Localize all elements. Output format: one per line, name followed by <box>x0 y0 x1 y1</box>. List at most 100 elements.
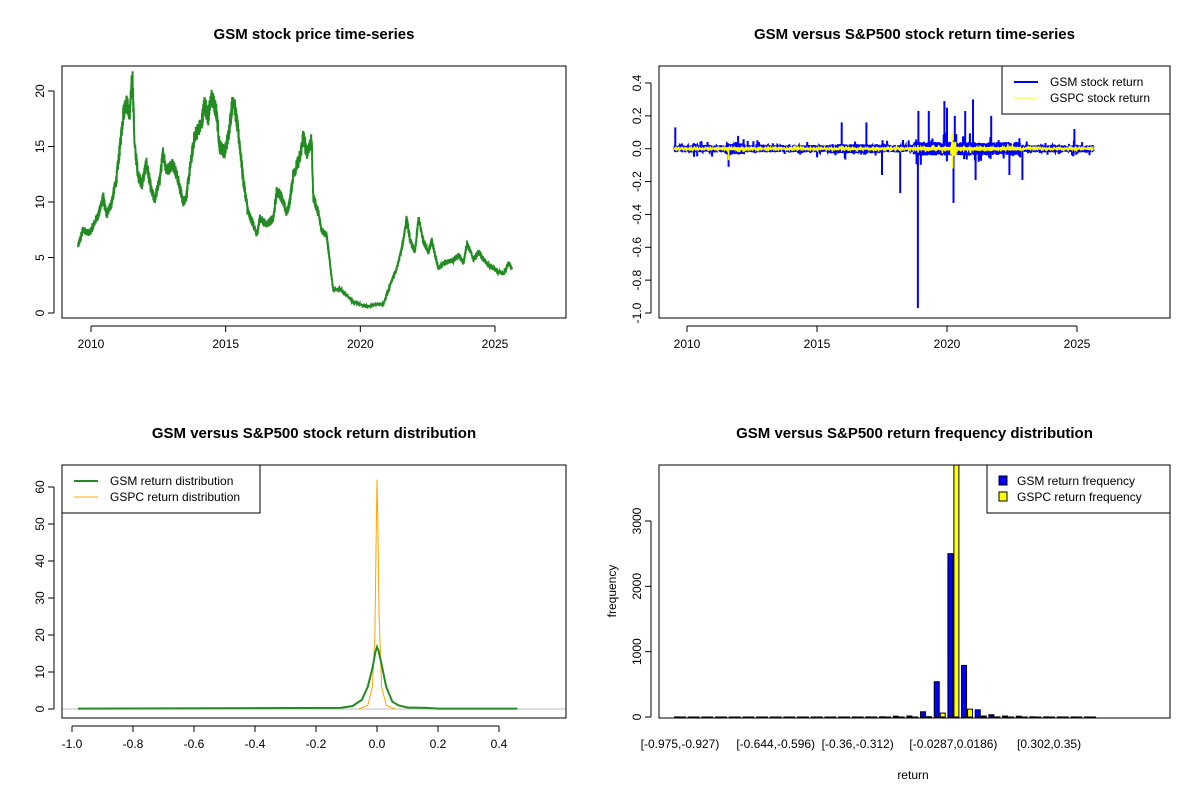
x-tick-label: -0.4 <box>245 737 266 751</box>
gspc-frequency-bar <box>871 716 878 718</box>
plot-box <box>61 65 567 319</box>
x-tick-label: 2020 <box>934 337 961 351</box>
panel-3: GSM versus S&P500 stock return distribut… <box>33 425 567 751</box>
x-axis-label: return <box>897 768 928 782</box>
gspc-frequency-bar <box>721 716 728 718</box>
gspc-frequency-bar <box>775 716 782 718</box>
gsm-frequency-bar <box>961 664 968 718</box>
y-tick-label: 40 <box>33 554 47 568</box>
gspc-frequency-bar <box>1035 716 1042 718</box>
gsm-frequency-bar <box>1015 715 1022 718</box>
gspc-frequency-bar <box>994 716 1001 718</box>
gsm-frequency-bar <box>1056 716 1063 718</box>
gspc-frequency-bar <box>1076 716 1083 718</box>
chart-title: GSM versus S&P500 stock return time-seri… <box>754 26 1075 43</box>
y-tick-label: 30 <box>33 591 47 605</box>
x-tick-label: 2025 <box>1064 337 1091 351</box>
gspc-frequency-bar <box>980 715 987 718</box>
gspc-frequency-bar <box>1008 716 1015 718</box>
gspc-frequency-bar <box>707 716 714 718</box>
price-line <box>77 71 513 310</box>
gspc-frequency-bar <box>762 716 769 718</box>
x-category-label: [-0.644,-0.596) <box>736 737 815 751</box>
gsm-frequency-bar <box>824 716 831 718</box>
gsm-frequency-bar <box>892 715 899 718</box>
y-tick-label: 10 <box>33 195 47 209</box>
gsm-frequency-bar <box>810 716 817 718</box>
y-tick-label: 3000 <box>630 507 644 534</box>
gspc-frequency-bar <box>1062 716 1069 718</box>
chart-title: GSM stock price time-series <box>214 26 415 43</box>
gsm-frequency-bar <box>674 716 680 718</box>
panel-2: GSM versus S&P500 stock return time-seri… <box>630 26 1171 351</box>
plot-box <box>658 65 1171 319</box>
gsm-frequency-bar <box>1029 716 1036 718</box>
legend-label: GSM stock return <box>1050 75 1143 89</box>
gspc-frequency-bar <box>926 716 933 718</box>
x-tick-label: 0.4 <box>491 737 508 751</box>
y-tick-label: 0.0 <box>630 140 644 157</box>
gsm-frequency-bar <box>947 553 954 718</box>
x-tick-label: 2015 <box>804 337 831 351</box>
gsm-frequency-bar <box>865 716 872 718</box>
gspc-density-line <box>358 479 396 710</box>
y-axis-label: frequency <box>605 565 619 618</box>
gspc-frequency-bar <box>953 465 960 718</box>
gsm-frequency-bar <box>838 716 845 718</box>
gsm-frequency-bar <box>728 716 735 718</box>
gsm-density-line <box>78 643 518 710</box>
x-category-label: [0.302,0.35) <box>1017 737 1081 751</box>
gspc-frequency-bar <box>789 716 796 718</box>
legend-box <box>986 464 1171 514</box>
legend-box <box>61 464 261 514</box>
gsm-frequency-bar <box>933 681 940 718</box>
y-tick-label: 5 <box>33 254 47 261</box>
x-tick-label: -0.8 <box>123 737 144 751</box>
gspc-frequency-bar <box>830 716 837 718</box>
y-tick-label: 0 <box>33 705 47 712</box>
plot-box <box>658 464 1171 719</box>
legend-swatch <box>998 475 1008 486</box>
gspc-frequency-bar <box>816 716 823 718</box>
gsm-frequency-bar <box>769 716 776 718</box>
x-tick-label: -1.0 <box>62 737 83 751</box>
legend-label: GSM return distribution <box>110 474 233 488</box>
y-tick-label: -0.8 <box>630 269 644 290</box>
x-tick-label: 2010 <box>674 337 701 351</box>
gspc-frequency-bar <box>748 716 755 718</box>
y-tick-label: -1.0 <box>630 302 644 323</box>
gsm-frequency-bar <box>1043 716 1050 718</box>
gspc-frequency-bar <box>734 716 741 718</box>
y-tick-label: 0.4 <box>630 74 644 91</box>
gsm-frequency-bar <box>988 714 995 718</box>
x-tick-label: 2015 <box>212 337 239 351</box>
gsm-frequency-bar <box>797 716 804 718</box>
x-tick-label: 2020 <box>347 337 374 351</box>
gsm-frequency-bar <box>879 716 886 718</box>
panel-4: GSM versus S&P500 return frequency distr… <box>605 425 1171 782</box>
gspc-frequency-bar <box>680 716 686 718</box>
gspc-frequency-bar <box>803 716 810 718</box>
y-tick-label: 15 <box>33 140 47 154</box>
legend-swatch <box>998 491 1008 502</box>
gsm-frequency-bar <box>851 716 858 718</box>
x-tick-label: 0.0 <box>369 737 386 751</box>
legend-label: GSM return frequency <box>1017 474 1135 488</box>
x-category-label: [-0.975,-0.927) <box>641 737 720 751</box>
legend-label: GSPC return distribution <box>110 490 240 504</box>
gspc-frequency-bar <box>898 716 905 718</box>
gsm-frequency-bar <box>715 716 722 718</box>
gsm-frequency-bar <box>974 709 981 718</box>
gsm-frequency-bar <box>1084 716 1091 718</box>
y-tick-label: 10 <box>33 665 47 679</box>
y-tick-label: -0.4 <box>630 204 644 225</box>
chart-title: GSM versus S&P500 stock return distribut… <box>152 425 476 442</box>
y-tick-label: 20 <box>33 84 47 98</box>
gspc-return-line <box>673 141 1094 157</box>
gspc-frequency-bar <box>885 716 892 718</box>
plot-box <box>61 464 567 719</box>
gspc-frequency-bar <box>939 712 946 718</box>
gspc-frequency-bar <box>912 716 919 718</box>
gsm-frequency-bar <box>920 711 927 718</box>
